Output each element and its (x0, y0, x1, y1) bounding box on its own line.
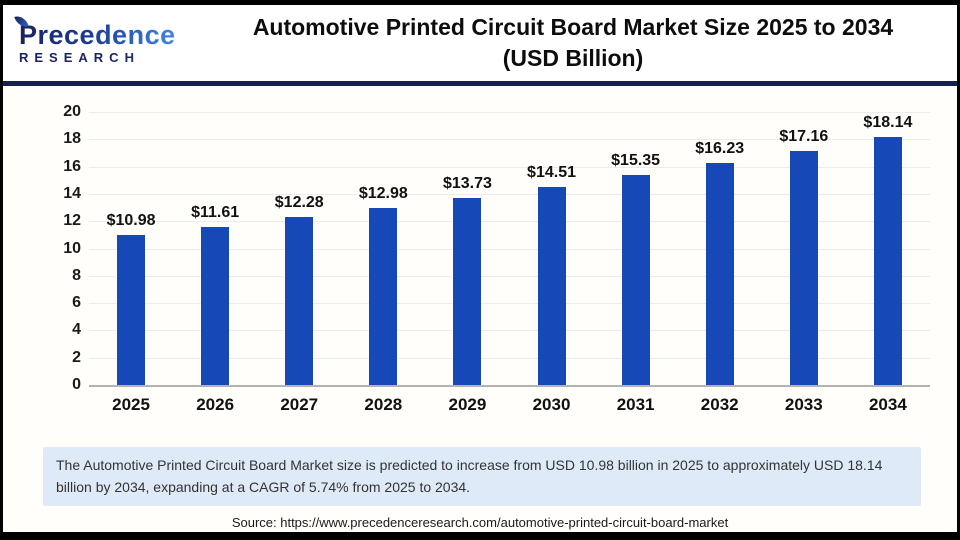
bar-value-label: $18.14 (863, 114, 913, 132)
bar-value-label: $13.73 (442, 174, 492, 192)
x-tick-label: 2029 (448, 395, 487, 414)
y-tick-label: 4 (72, 321, 81, 339)
summary-note: The Automotive Printed Circuit Board Mar… (43, 447, 921, 507)
x-tick-label: 2031 (616, 395, 655, 414)
header: Precedence RESEARCH Automotive Printed C… (3, 5, 957, 81)
y-tick-label: 0 (72, 376, 81, 393)
logo-subtext: RESEARCH (19, 50, 203, 65)
logo-wordmark: Precedence (19, 20, 203, 49)
gridline (89, 330, 930, 332)
chart-title-block: Automotive Printed Circuit Board Market … (203, 12, 957, 74)
page-title: Automotive Printed Circuit Board Market … (252, 13, 894, 40)
gridline (89, 221, 930, 223)
x-tick-label: 2033 (784, 395, 823, 414)
bar (537, 186, 566, 385)
x-tick-label: 2028 (364, 395, 403, 414)
bar-value-label: $12.98 (358, 184, 408, 202)
y-axis: 0 2 4 6 8 10 12 14 16 18 20 (31, 103, 81, 393)
gridline (89, 193, 930, 195)
bar-value-label: $10.98 (106, 212, 156, 230)
y-tick-label: 12 (63, 212, 81, 230)
bar-chart: 0 2 4 6 8 10 12 14 16 18 20 $10.98 $11.61 $12.28 $12.… (3, 86, 957, 443)
gridline (89, 303, 930, 305)
page-subtitle: (USD Billion) (502, 45, 644, 71)
bar-value-label: $14.51 (527, 163, 576, 181)
y-tick-label: 2 (72, 348, 81, 366)
bar-slot: $18.14 (846, 112, 930, 385)
plot-area: $10.98 $11.61 $12.28 $12.98 $13.73 $14.51 $15.… (89, 112, 930, 387)
bar (873, 137, 902, 385)
x-tick-label: 2034 (868, 395, 907, 414)
bar-value-label: $17.16 (779, 127, 829, 145)
bar-slot: $17.16 (762, 112, 846, 385)
x-tick-label: 2025 (112, 395, 150, 414)
bar (621, 175, 650, 385)
y-tick-label: 16 (63, 157, 81, 175)
bar-slot: $15.35 (594, 112, 678, 385)
bar-value-label: $16.23 (695, 140, 745, 158)
x-tick-label: 2030 (532, 395, 571, 414)
x-tick-label: 2032 (700, 395, 739, 414)
bar (201, 226, 230, 385)
gridline (89, 275, 930, 277)
y-tick-label: 8 (72, 266, 81, 284)
bars-row: $10.98 $11.61 $12.28 $12.98 $13.73 $14.51 $15.… (89, 112, 930, 385)
bar (369, 207, 398, 385)
gridline (89, 139, 930, 141)
y-tick-label: 6 (72, 294, 81, 312)
gridline (89, 248, 930, 250)
x-tick-label: 2026 (196, 395, 235, 414)
bar-slot: $13.73 (425, 112, 509, 385)
bar (117, 235, 146, 385)
y-tick-label: 10 (63, 239, 81, 257)
gridline (89, 357, 930, 359)
bar (705, 163, 734, 385)
gridline (89, 112, 930, 113)
x-axis-baseline (89, 385, 930, 387)
bar (453, 197, 482, 385)
bar-value-label: $12.28 (274, 194, 324, 212)
source-text: Source: https://www.precedenceresearch.c… (231, 515, 729, 531)
bar-slot: $11.61 (173, 112, 257, 385)
precedence-research-logo: Precedence RESEARCH (3, 13, 203, 65)
y-tick-label: 20 (63, 103, 81, 120)
x-tick-label: 2027 (280, 395, 319, 414)
bar-value-label: $11.61 (191, 203, 240, 221)
bar (285, 217, 314, 385)
gridline (89, 166, 930, 168)
y-tick-label: 14 (63, 184, 81, 202)
bar-slot: $10.98 (89, 112, 173, 385)
y-tick-label: 18 (63, 130, 81, 148)
header-divider (3, 81, 957, 86)
bar-slot: $14.51 (509, 112, 593, 385)
bar-slot: $12.98 (341, 112, 425, 385)
bar-slot: $16.23 (678, 112, 762, 385)
bar-slot: $12.28 (257, 112, 341, 385)
bar-value-label: $15.35 (611, 152, 661, 170)
x-axis: 2025 2026 2027 2028 2029 2030 2031 2032 2033 2034 (89, 395, 930, 415)
bar (789, 150, 818, 385)
